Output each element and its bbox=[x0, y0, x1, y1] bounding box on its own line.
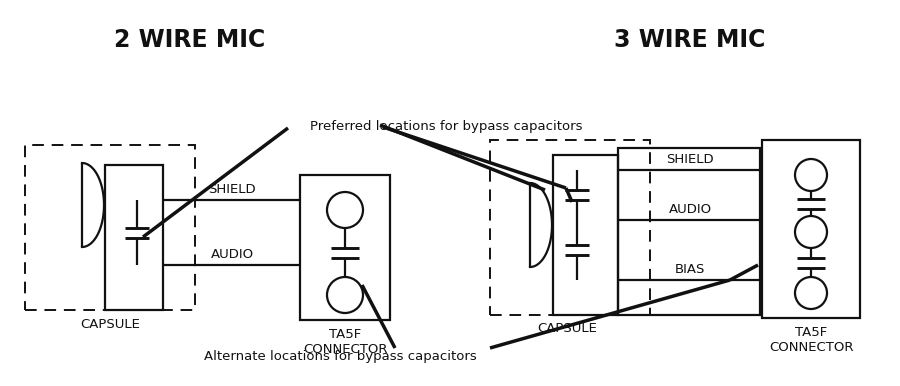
Text: CAPSULE: CAPSULE bbox=[537, 322, 597, 335]
Text: 3 WIRE MIC: 3 WIRE MIC bbox=[615, 28, 766, 52]
Bar bbox=[490, 140, 650, 315]
Bar bbox=[105, 165, 163, 310]
Text: TA5F
CONNECTOR: TA5F CONNECTOR bbox=[769, 326, 853, 354]
Bar bbox=[618, 148, 760, 315]
Text: AUDIO: AUDIO bbox=[669, 203, 712, 216]
Text: BIAS: BIAS bbox=[675, 263, 706, 276]
Text: Preferred locations for bypass capacitors: Preferred locations for bypass capacitor… bbox=[310, 120, 582, 133]
Text: SHIELD: SHIELD bbox=[666, 153, 714, 166]
Text: AUDIO: AUDIO bbox=[211, 248, 254, 261]
Text: Alternate locations for bypass capacitors: Alternate locations for bypass capacitor… bbox=[203, 350, 476, 363]
Text: CAPSULE: CAPSULE bbox=[80, 318, 140, 331]
Bar bbox=[300, 175, 390, 320]
Bar bbox=[762, 140, 860, 318]
Text: SHIELD: SHIELD bbox=[208, 183, 256, 196]
Text: TA5F
CONNECTOR: TA5F CONNECTOR bbox=[302, 328, 387, 356]
Bar bbox=[25, 145, 195, 310]
Bar bbox=[553, 155, 618, 315]
Text: 2 WIRE MIC: 2 WIRE MIC bbox=[114, 28, 266, 52]
